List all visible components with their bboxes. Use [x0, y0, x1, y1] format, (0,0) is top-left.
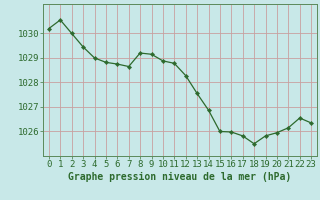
X-axis label: Graphe pression niveau de la mer (hPa): Graphe pression niveau de la mer (hPa) — [68, 172, 292, 182]
